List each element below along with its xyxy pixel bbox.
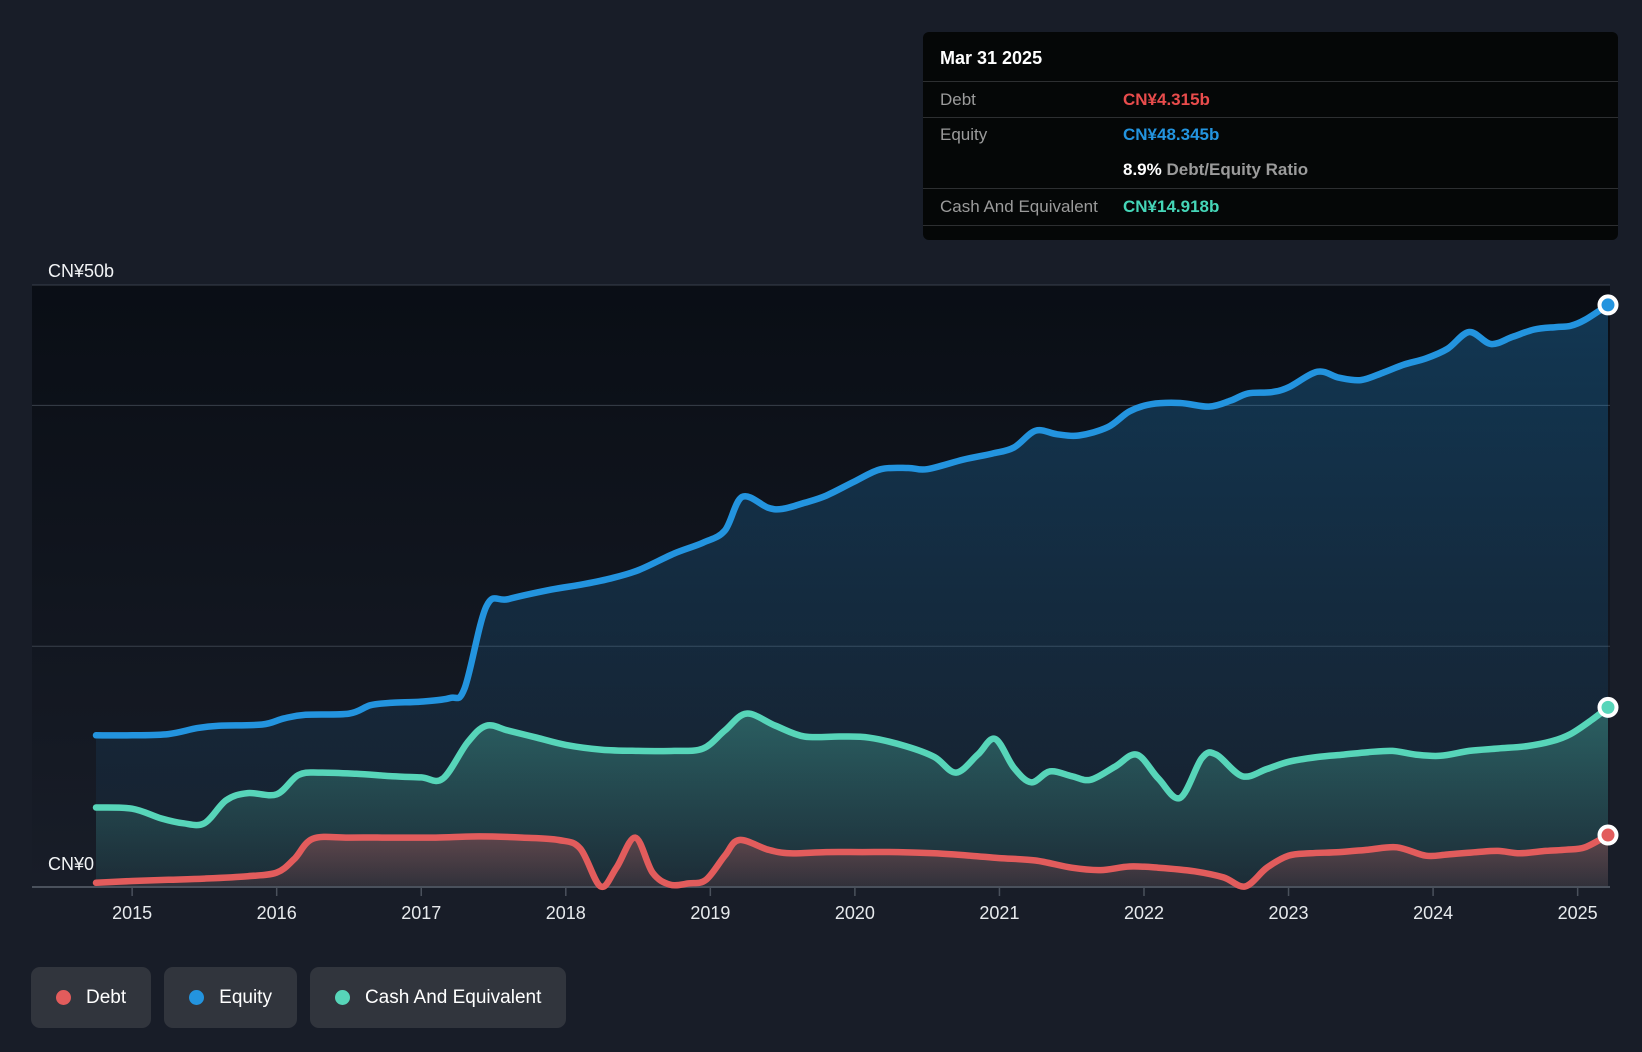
tooltip-equity-value: CN¥48.345b — [1123, 125, 1220, 144]
tooltip-row-equity: Equity CN¥48.345b — [923, 118, 1618, 152]
equity-end-marker[interactable] — [1597, 294, 1619, 316]
x-axis-label-2018: 2018 — [546, 903, 586, 923]
debt-area — [96, 835, 1608, 887]
tooltip-cash-value: CN¥14.918b — [1123, 197, 1220, 216]
x-axis-label-2021: 2021 — [979, 903, 1019, 923]
legend-debt-label: Debt — [86, 986, 127, 1008]
x-axis-label-2023: 2023 — [1269, 903, 1309, 923]
cash-and-equivalent-end-marker[interactable] — [1597, 696, 1619, 718]
tooltip-row-ratio: 8.9% Debt/Equity Ratio — [923, 152, 1618, 189]
tooltip-equity-label: Equity — [940, 125, 988, 144]
y-axis-label-zero: CN¥0 — [48, 854, 94, 874]
cash-and-equivalent-line — [92, 704, 1612, 829]
tooltip-debt-value: CN¥4.315b — [1123, 90, 1210, 109]
legend-cash-label: Cash And Equivalent — [364, 986, 542, 1008]
x-axis-label-2019: 2019 — [690, 903, 730, 923]
x-axis-label-2016: 2016 — [257, 903, 297, 923]
x-axis-label-2025: 2025 — [1558, 903, 1598, 923]
legend-item-debt[interactable]: Debt — [31, 967, 152, 1028]
x-axis-label-2015: 2015 — [112, 903, 152, 923]
x-axis-label-2024: 2024 — [1413, 903, 1453, 923]
tooltip-ratio-value: 8.9% — [1123, 160, 1162, 179]
equity-line — [92, 301, 1612, 739]
legend-item-equity[interactable]: Equity — [164, 967, 297, 1028]
tooltip-row-debt: Debt CN¥4.315b — [923, 82, 1618, 118]
tooltip-date: Mar 31 2025 — [923, 32, 1618, 82]
x-axis-label-2022: 2022 — [1124, 903, 1164, 923]
cash-series-dot-icon — [334, 990, 350, 1005]
debt-series-dot-icon — [56, 990, 71, 1005]
debt-line — [92, 831, 1612, 891]
chart-tooltip: Mar 31 2025 Debt CN¥4.315b Equity CN¥48.… — [923, 32, 1618, 240]
tooltip-debt-label: Debt — [940, 90, 976, 109]
tooltip-cash-label: Cash And Equivalent — [940, 197, 1098, 216]
tooltip-row-cash: Cash And Equivalent CN¥14.918b — [923, 189, 1618, 226]
x-axis-label-2017: 2017 — [401, 903, 441, 923]
legend-item-cash[interactable]: Cash And Equivalent — [309, 967, 567, 1028]
equity-series-dot-icon — [189, 990, 205, 1005]
tooltip-ratio: 8.9% Debt/Equity Ratio — [1123, 160, 1309, 179]
chart-legend: Debt Equity Cash And Equivalent — [31, 967, 567, 1028]
legend-equity-label: Equity — [219, 986, 272, 1008]
y-axis-label-max: CN¥50b — [48, 261, 114, 281]
x-axis-label-2020: 2020 — [835, 903, 875, 923]
debt-end-marker[interactable] — [1597, 824, 1619, 846]
